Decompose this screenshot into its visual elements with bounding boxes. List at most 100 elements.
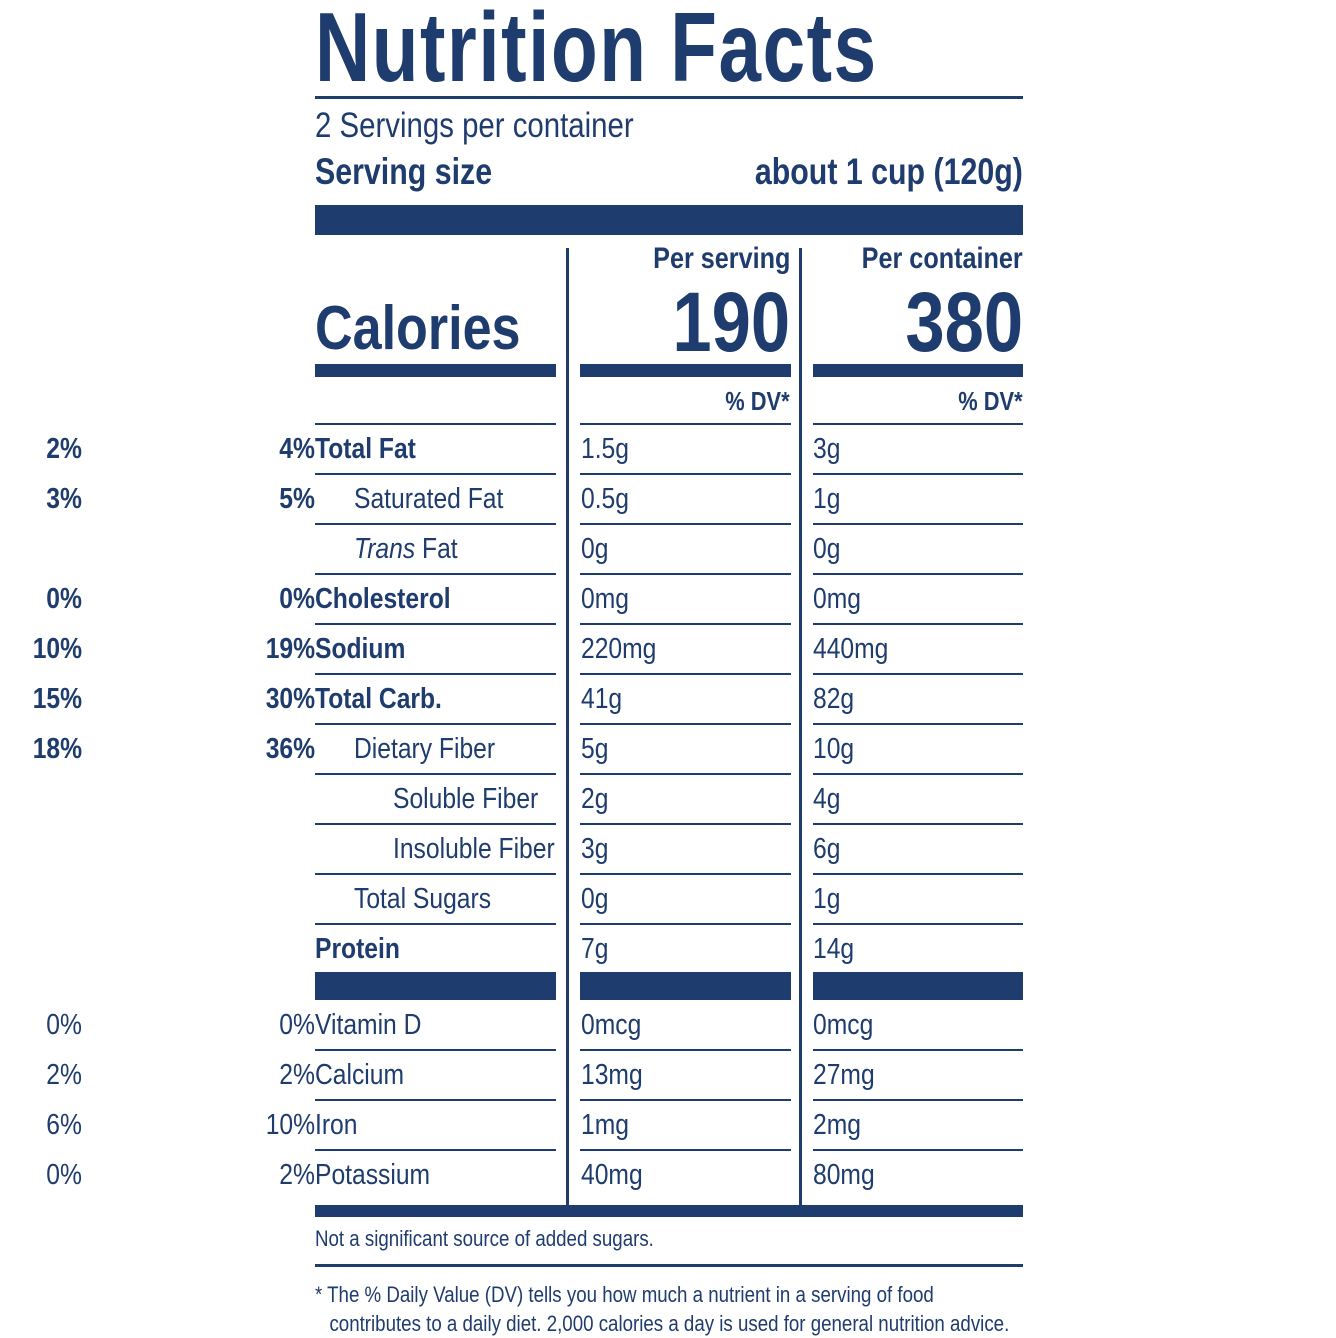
per-serving-amount: 220mg (581, 633, 657, 665)
row-divider (315, 1099, 556, 1101)
row-divider (580, 573, 791, 575)
row-divider (580, 1149, 791, 1151)
per-container-dv: 4% (279, 433, 315, 465)
row-divider (813, 673, 1023, 675)
row-divider (315, 873, 556, 875)
title-rule (315, 96, 1023, 99)
row-divider (813, 773, 1023, 775)
vitamin-name: Vitamin D (315, 1009, 422, 1041)
row-divider (580, 623, 791, 625)
row-divider (580, 473, 791, 475)
row-divider (580, 423, 791, 425)
bottom-thick-bar (315, 1205, 1023, 1217)
row-divider (813, 573, 1023, 575)
per-serving-amount: 0.5g (581, 483, 629, 515)
calories-bar-2 (580, 364, 791, 377)
nutrient-name-rest: Fat (415, 533, 458, 565)
per-serving-amount: 1mg (581, 1109, 629, 1141)
row-divider (813, 823, 1023, 825)
row-divider (580, 523, 791, 525)
per-container-amount: 440mg (813, 633, 889, 665)
per-container-dv: 2% (279, 1059, 315, 1091)
per-serving-amount: 41g (581, 683, 623, 715)
dv-footnote-line-1: * The % Daily Value (DV) tells you how m… (315, 1282, 934, 1307)
per-serving-dv: 0% (46, 1009, 82, 1041)
per-container-amount: 4g (813, 783, 841, 815)
row-divider (315, 523, 556, 525)
row-divider (813, 1049, 1023, 1051)
nutrient-name: Protein (315, 933, 400, 965)
label-title: Nutrition Facts (315, 0, 878, 102)
nutrient-name: Total Fat (315, 433, 416, 465)
dv-footnote: * The % Daily Value (DV) tells you how m… (315, 1280, 1021, 1338)
vitamin-bar-2 (580, 972, 791, 1000)
row-divider (580, 1049, 791, 1051)
per-container-amount: 2mg (813, 1109, 861, 1141)
nutrient-name: Cholesterol (315, 583, 451, 615)
column-divider-1 (566, 248, 569, 1205)
vitamin-bar-3 (813, 972, 1023, 1000)
dv-footnote-line-2: contributes to a daily diet. 2,000 calor… (329, 1311, 1010, 1336)
per-serving-amount: 2g (581, 783, 609, 815)
per-serving-amount: 5g (581, 733, 609, 765)
calories-per-container: 380 (905, 275, 1023, 369)
footnote-rule (315, 1264, 1023, 1267)
per-container-amount: 0g (813, 533, 841, 565)
row-divider (813, 873, 1023, 875)
per-serving-dv: 10% (32, 633, 82, 665)
row-divider (315, 823, 556, 825)
row-divider (813, 523, 1023, 525)
per-container-amount: 1g (813, 883, 841, 915)
per-serving-amount: 40mg (581, 1159, 643, 1191)
nutrition-label: Nutrition Facts 2 Servings per container… (33, 0, 1023, 1338)
per-container-amount: 82g (813, 683, 855, 715)
nutrient-name: Sodium (315, 633, 406, 665)
per-serving-dv: 18% (32, 733, 82, 765)
per-container-amount: 1g (813, 483, 841, 515)
per-serving-dv: 3% (46, 483, 82, 515)
per-serving-amount: 7g (581, 933, 609, 965)
per-container-dv: 19% (265, 633, 315, 665)
nutrient-name: Total Sugars (354, 883, 492, 915)
calories-per-serving: 190 (672, 275, 790, 369)
row-divider (813, 1099, 1023, 1101)
calories-bar-3 (813, 364, 1023, 377)
vitamin-name: Iron (315, 1109, 358, 1141)
per-container-amount: 10g (813, 733, 855, 765)
row-divider (315, 673, 556, 675)
per-container-dv: 0% (279, 583, 315, 615)
row-divider (813, 623, 1023, 625)
per-serving-amount: 13mg (581, 1059, 643, 1091)
dv-header-container: % DV* (958, 386, 1023, 416)
nutrient-name: Soluble Fiber (393, 783, 539, 815)
per-container-dv: 5% (279, 483, 315, 515)
per-serving-dv: 15% (32, 683, 82, 715)
dv-header-serving: % DV* (725, 386, 790, 416)
nutrient-name: Saturated Fat (354, 483, 504, 515)
per-serving-dv: 6% (46, 1109, 82, 1141)
row-divider (315, 423, 556, 425)
row-divider (580, 773, 791, 775)
vitamin-name: Potassium (315, 1159, 431, 1191)
calories-bar-1 (315, 364, 556, 377)
per-container-amount: 3g (813, 433, 841, 465)
row-divider (315, 723, 556, 725)
per-container-dv: 30% (265, 683, 315, 715)
row-divider (315, 773, 556, 775)
row-divider (813, 423, 1023, 425)
nutrient-name: Trans Fat (354, 532, 458, 566)
per-container-dv: 0% (279, 1009, 315, 1041)
row-divider (315, 473, 556, 475)
per-serving-dv: 2% (46, 433, 82, 465)
per-container-header: Per container (861, 242, 1023, 275)
serving-size-label: Serving size (315, 151, 493, 192)
per-serving-amount: 0g (581, 533, 609, 565)
per-serving-amount: 0mg (581, 583, 629, 615)
nutrient-name: Dietary Fiber (354, 733, 496, 765)
thick-bar-top (315, 205, 1023, 235)
per-container-dv: 36% (265, 733, 315, 765)
row-divider (315, 623, 556, 625)
per-container-amount: 6g (813, 833, 841, 865)
per-serving-amount: 1.5g (581, 433, 629, 465)
row-divider (580, 1099, 791, 1101)
